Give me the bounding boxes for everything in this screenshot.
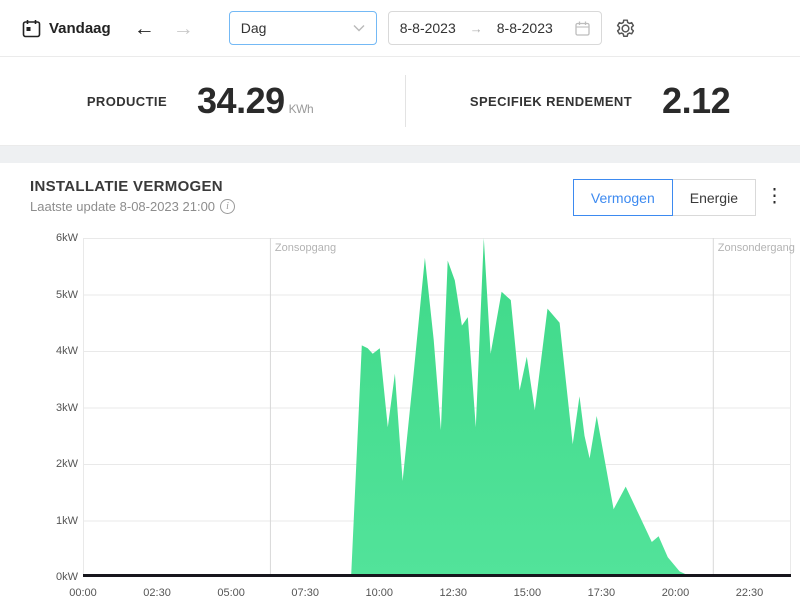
x-axis-label: 02:30	[143, 587, 171, 599]
last-update-text: Laatste update 8-08-2023 21:00	[30, 199, 216, 214]
chevron-down-icon	[353, 25, 365, 32]
power-area-chart: 0kW 1kW 2kW 3kW 4kW 5kW 6kW 00:00 02:30 05:00 07:3…	[0, 163, 800, 615]
x-axis-label: 15:00	[513, 587, 542, 599]
power-area-series	[351, 238, 692, 577]
period-select[interactable]: Dag	[228, 11, 377, 45]
x-axis-label: 20:00	[661, 587, 690, 599]
chart-plot-area[interactable]	[83, 238, 791, 577]
marker-label-zonsopgang: Zonsopgang	[274, 242, 337, 254]
specific-yield-value: 2.12	[662, 80, 731, 121]
x-axis-label: 00:00	[69, 587, 97, 599]
y-axis-label: 0kW	[56, 571, 78, 583]
marker-label-zonsondergang: Zonsondergang	[717, 242, 795, 254]
stats-divider	[405, 75, 406, 127]
kebab-menu-icon[interactable]: ⋮	[765, 186, 784, 207]
calendar-icon	[575, 21, 590, 36]
previous-period-button[interactable]: ←	[133, 16, 155, 40]
x-axis-label: 10:00	[365, 587, 393, 599]
stats-row: PRODUCTIE 34.29 KWh SPECIFIEK RENDEMENT 2…	[0, 57, 800, 146]
production-label: PRODUCTIE	[86, 93, 168, 109]
last-update: Laatste update 8-08-2023 21:00 i	[30, 199, 770, 214]
y-axis-label: 6kW	[56, 232, 78, 244]
y-axis-label: 2kW	[56, 458, 78, 470]
tab-vermogen[interactable]: Vermogen	[572, 179, 673, 216]
period-select-value: Dag	[240, 20, 267, 36]
y-axis-label: 4kW	[56, 345, 78, 357]
chart-mode-toggle: Vermogen Energie	[572, 179, 756, 216]
x-axis-label: 22:30	[735, 587, 764, 599]
tab-energie[interactable]: Energie	[671, 179, 756, 216]
x-axis-label: 07:30	[291, 587, 319, 599]
production-unit: KWh	[288, 102, 314, 116]
section-separator	[0, 146, 800, 163]
production-value: 34.29 KWh	[197, 80, 314, 121]
next-period-button[interactable]: →	[172, 16, 194, 40]
settings-button[interactable]	[615, 18, 636, 39]
calendar-today-icon	[22, 19, 41, 37]
today-button[interactable]: Vandaag	[49, 19, 111, 37]
production-stat: PRODUCTIE 34.29 KWh	[0, 57, 400, 145]
chart-card: INSTALLATIE VERMOGEN Laatste update 8-08…	[0, 163, 800, 615]
specific-yield-label: SPECIFIEK RENDEMENT	[469, 93, 633, 109]
x-axis-label: 12:30	[439, 587, 468, 599]
date-from-value[interactable]: 8-8-2023	[399, 20, 456, 36]
y-axis-label: 3kW	[56, 401, 78, 414]
gear-icon	[616, 18, 634, 37]
range-arrow-icon: →	[469, 20, 483, 36]
specific-yield-stat: SPECIFIEK RENDEMENT 2.12	[400, 57, 800, 145]
info-icon[interactable]: i	[220, 199, 236, 214]
date-range-picker[interactable]: 8-8-2023 → 8-8-2023	[387, 11, 602, 45]
x-axis-label: 05:00	[217, 587, 245, 599]
y-axis-label: 5kW	[56, 288, 78, 301]
x-axis-label: 17:30	[587, 587, 616, 599]
chart-title: INSTALLATIE VERMOGEN	[30, 178, 223, 195]
date-to-value[interactable]: 8-8-2023	[496, 20, 553, 36]
toolbar: Vandaag ← → Dag 8-8-2023 → 8-8-2023	[0, 0, 800, 57]
x-axis-baseline	[83, 574, 791, 577]
chart-header: INSTALLATIE VERMOGEN Laatste update 8-08…	[0, 163, 800, 230]
y-axis-label: 1kW	[56, 514, 78, 527]
